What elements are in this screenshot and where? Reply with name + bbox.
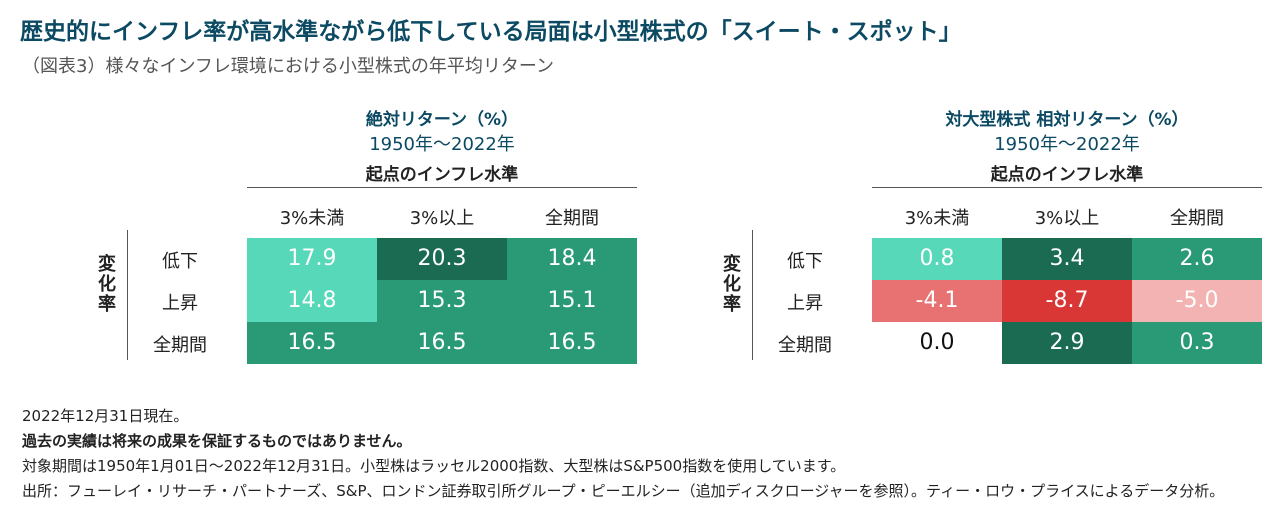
- column-header: 全期間: [545, 208, 599, 229]
- table-cell: 2.9: [1002, 322, 1132, 364]
- table-cell: 14.8: [247, 280, 377, 322]
- row-header: 上昇: [787, 293, 823, 314]
- row-group-rule: [127, 230, 128, 360]
- table-cell: -4.1: [872, 280, 1002, 322]
- table-cell: 16.5: [507, 322, 637, 364]
- table-cell: 0.3: [1132, 322, 1262, 364]
- row-header: 全期間: [153, 335, 207, 356]
- table-cell: 17.9: [247, 238, 377, 280]
- table-cell: 18.4: [507, 238, 637, 280]
- column-header: 3%以上: [1034, 208, 1100, 229]
- table-cell: -5.0: [1132, 280, 1262, 322]
- column-group: 起点のインフレ水準: [365, 165, 519, 185]
- table-cell: 0.8: [872, 238, 1002, 280]
- row-header: 低下: [162, 251, 198, 272]
- row-header: 全期間: [778, 335, 832, 356]
- title: 歴史的にインフレ率が高水準ながら低下している局面は小型株式の「スイート・スポット…: [20, 19, 962, 45]
- table-title: 絶対リターン（%）: [365, 110, 519, 130]
- column-header: 3%未満: [279, 208, 345, 229]
- footnote: 出所：フューレイ・リサーチ・パートナーズ、S&P、ロンドン証券取引所グループ・ピ…: [22, 482, 1225, 500]
- table-cell: 2.6: [1132, 238, 1262, 280]
- column-header: 3%未満: [904, 208, 970, 229]
- row-header: 上昇: [162, 293, 198, 314]
- header-rule: [247, 187, 637, 188]
- footnote: 対象期間は1950年1月01日～2022年12月31日。小型株はラッセル2000…: [22, 457, 846, 475]
- row-group: 変化率: [720, 254, 741, 314]
- subtitle: （図表3）様々なインフレ環境における小型株式の年平均リターン: [22, 56, 555, 77]
- table-cell: -8.7: [1002, 280, 1132, 322]
- row-group-rule: [752, 230, 753, 360]
- table-cell: 16.5: [247, 322, 377, 364]
- column-group: 起点のインフレ水準: [990, 165, 1144, 185]
- table-cell: 3.4: [1002, 238, 1132, 280]
- header-rule: [872, 187, 1262, 188]
- table-cell: 20.3: [377, 238, 507, 280]
- table-cell: 0.0: [872, 322, 1002, 364]
- footnote: 2022年12月31日現在。: [22, 407, 189, 425]
- table-cell: 15.3: [377, 280, 507, 322]
- table-period: 1950年～2022年: [994, 134, 1140, 155]
- row-group: 変化率: [95, 254, 116, 314]
- column-header: 3%以上: [409, 208, 475, 229]
- table-period: 1950年～2022年: [369, 134, 515, 155]
- table-cell: 15.1: [507, 280, 637, 322]
- table-cell: 16.5: [377, 322, 507, 364]
- row-header: 低下: [787, 251, 823, 272]
- column-header: 全期間: [1170, 208, 1224, 229]
- footnote: 過去の実績は将来の成果を保証するものではありません。: [22, 432, 412, 450]
- table-title: 対大型株式 相対リターン（%）: [945, 110, 1189, 130]
